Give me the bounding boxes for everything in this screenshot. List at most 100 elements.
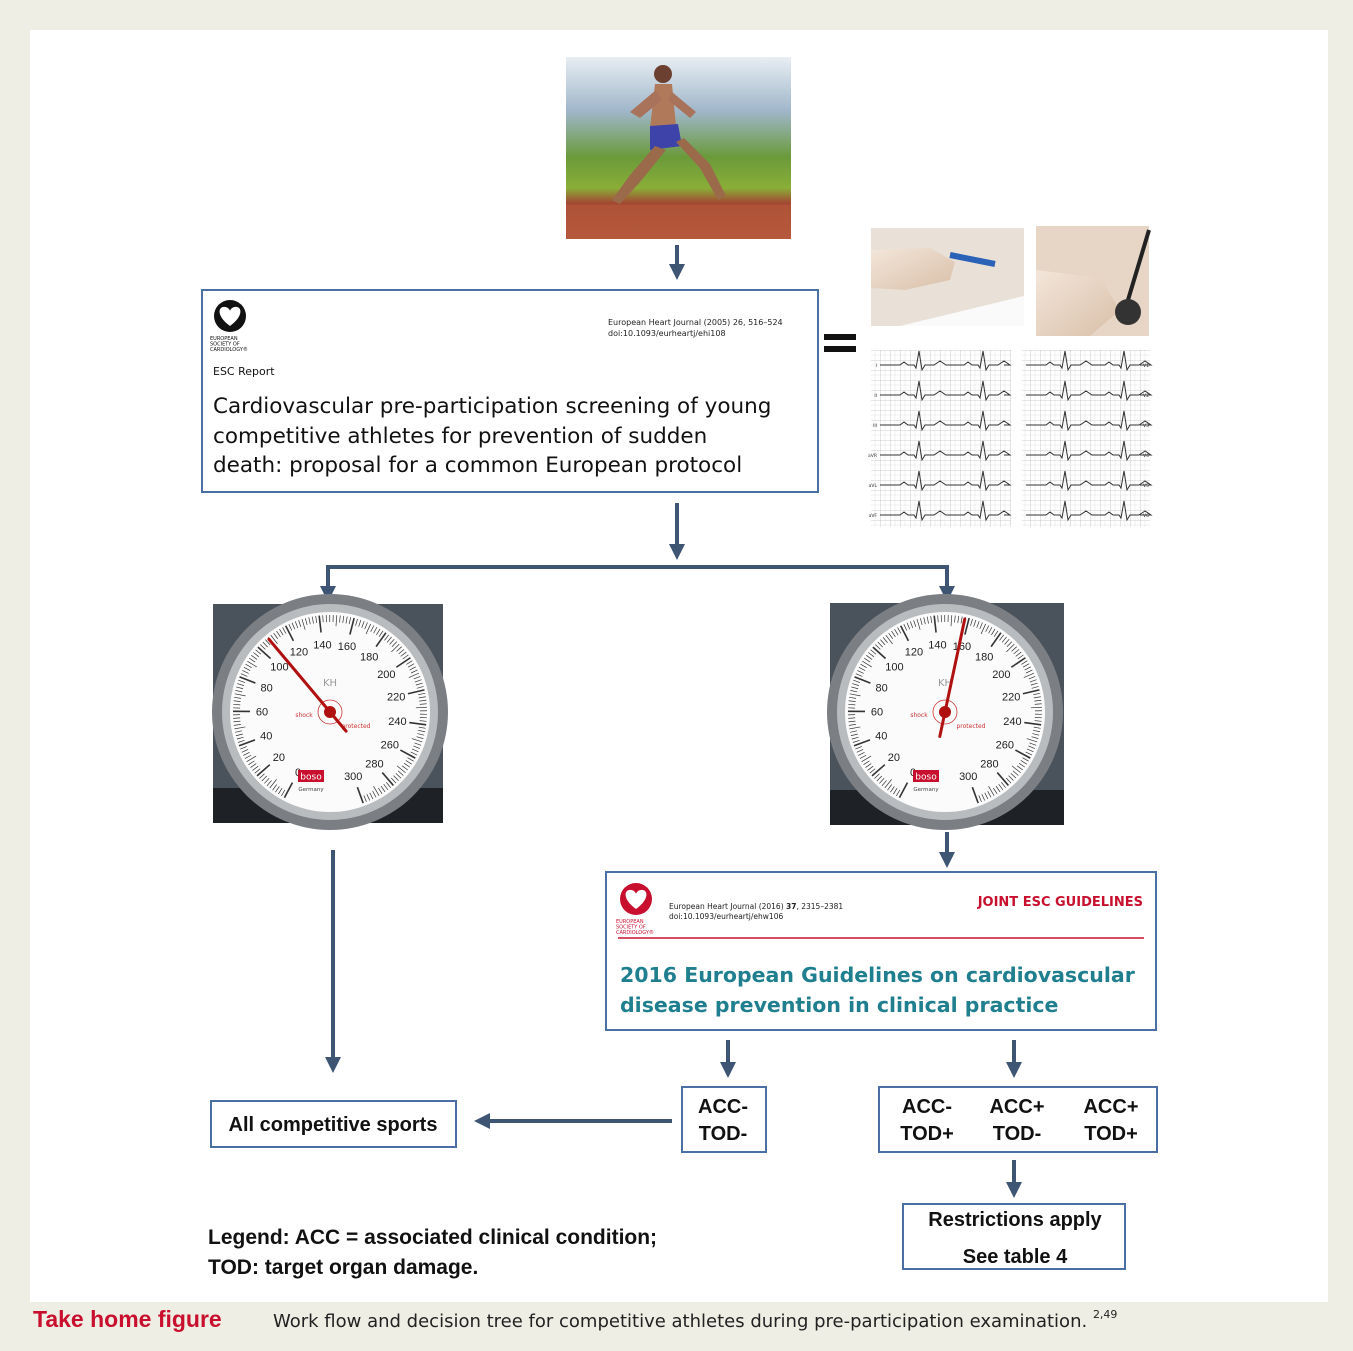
gauge-scale-label: 120 xyxy=(290,647,308,659)
gauge-tick xyxy=(281,789,286,797)
gauge-tick xyxy=(243,666,251,671)
gauge-tick xyxy=(1028,745,1035,749)
gauge-tick xyxy=(366,793,371,801)
gauge-tick xyxy=(415,682,423,686)
gauge-tick xyxy=(976,621,980,628)
report-kind: ESC Report xyxy=(213,365,275,378)
gauge-tick xyxy=(249,657,256,663)
gauge-tick xyxy=(848,720,856,723)
gauge-tick xyxy=(405,760,412,765)
acc-label: ACC+ xyxy=(989,1096,1044,1118)
legend: Legend: ACC = associated clinical condit… xyxy=(208,1226,657,1249)
gauge-tick xyxy=(406,660,413,665)
gauge-scale-label: 260 xyxy=(996,739,1014,751)
gauge-tick xyxy=(850,690,858,693)
gauge-dial: KH xyxy=(323,678,337,689)
gauge-tick xyxy=(1031,736,1039,739)
gauge-tick xyxy=(251,655,258,660)
gauge-tick xyxy=(920,618,923,626)
gauge-tick xyxy=(234,696,242,699)
gauge-tick xyxy=(311,616,314,624)
gauge-tick xyxy=(248,760,255,765)
guidelines-journal: European Heart Journal (2016) 37, 2315–2… xyxy=(669,902,843,911)
gauge-scale-label: 280 xyxy=(980,758,998,770)
gauge-tick xyxy=(1026,738,1038,743)
gauge-tick xyxy=(233,724,241,726)
gauge-scale-label: 260 xyxy=(381,739,399,751)
gauge-tick xyxy=(413,676,421,680)
gauge-tick xyxy=(923,617,926,625)
gauge-scale-label: 80 xyxy=(260,682,272,694)
ecg-lead: aVL xyxy=(869,483,878,489)
gauge-tick xyxy=(896,789,901,797)
guidelines-title: disease prevention in clinical practice xyxy=(620,993,1058,1017)
gauge-tick xyxy=(403,762,411,768)
gauge-tick xyxy=(1022,757,1029,762)
gauge-tick xyxy=(402,654,409,660)
gauge-tick xyxy=(880,639,886,646)
gauge-tick xyxy=(1010,657,1026,668)
gauge-tick xyxy=(419,699,427,702)
gauge-tick xyxy=(1025,751,1033,756)
ecg-lead: V3 xyxy=(1143,423,1149,429)
gauge-tick xyxy=(272,784,277,791)
gauge-tick xyxy=(397,770,404,776)
ecg-trace xyxy=(1026,500,1153,522)
gauge-tick xyxy=(322,615,324,623)
ecg-lead: II xyxy=(874,393,877,399)
report-box xyxy=(201,289,819,493)
gauge-tick xyxy=(294,621,299,629)
gauge-tick xyxy=(981,793,986,801)
tod-label: TOD- xyxy=(993,1123,1042,1145)
gauge-tick xyxy=(954,615,956,623)
gauge-tick xyxy=(864,657,871,663)
gauge-tick xyxy=(1006,643,1015,653)
gauge-tick xyxy=(407,689,425,695)
logo-text: EUROPEAN xyxy=(210,336,238,342)
gauge-tick xyxy=(282,627,287,634)
gauge-tick xyxy=(970,618,973,626)
gauge-tick xyxy=(1021,660,1028,665)
gauge-scale-label: 220 xyxy=(1002,691,1020,703)
restrictions-box xyxy=(902,1203,1126,1270)
gauge-origin: Germany xyxy=(298,787,324,793)
connectors xyxy=(320,245,1022,1198)
gauge-tick xyxy=(899,625,910,642)
gauge-tick xyxy=(909,621,914,629)
gauge-tick xyxy=(369,792,374,800)
all-sports-box xyxy=(210,1100,457,1148)
logo-text: SOCIETY OF xyxy=(210,342,240,348)
gauge-tick xyxy=(254,768,261,774)
gauge-tick xyxy=(418,726,426,729)
gauge-brand: boso xyxy=(300,773,322,783)
report-title: Cardiovascular pre-participation screeni… xyxy=(213,394,771,419)
gauge-tick xyxy=(256,764,271,777)
gauge-tick xyxy=(1034,699,1042,702)
gauge-tick xyxy=(409,666,416,671)
gauge-scale-label: 300 xyxy=(959,771,977,783)
gauge-scale-label: 220 xyxy=(387,691,405,703)
gauge-tick xyxy=(305,618,308,626)
gauge-tick xyxy=(868,652,875,658)
gauge-brand-box xyxy=(913,770,939,782)
gauge-scale-label: 160 xyxy=(953,641,971,653)
gauge-tick xyxy=(410,669,418,674)
ecg-trace xyxy=(880,350,1012,372)
gauge-tick xyxy=(233,703,241,706)
gauge-tick xyxy=(916,619,921,630)
gauge-tick xyxy=(995,785,1001,793)
gauge-tick xyxy=(247,660,257,668)
ecg-trace xyxy=(880,410,1012,432)
gauge-tick xyxy=(391,643,400,653)
gauge-tick xyxy=(861,755,872,762)
journal: European Heart Journal (2016) xyxy=(669,902,784,911)
gauge-tick xyxy=(417,733,425,736)
gauge-tick xyxy=(973,619,977,627)
guidelines-box xyxy=(605,871,1157,1031)
gauge-tick xyxy=(399,749,416,759)
gauge-tick xyxy=(1032,733,1040,736)
gauge-tick xyxy=(858,666,866,671)
equals-sign xyxy=(824,334,856,352)
gauge-scale-label: 180 xyxy=(360,651,378,663)
gauge-tick xyxy=(408,672,420,678)
